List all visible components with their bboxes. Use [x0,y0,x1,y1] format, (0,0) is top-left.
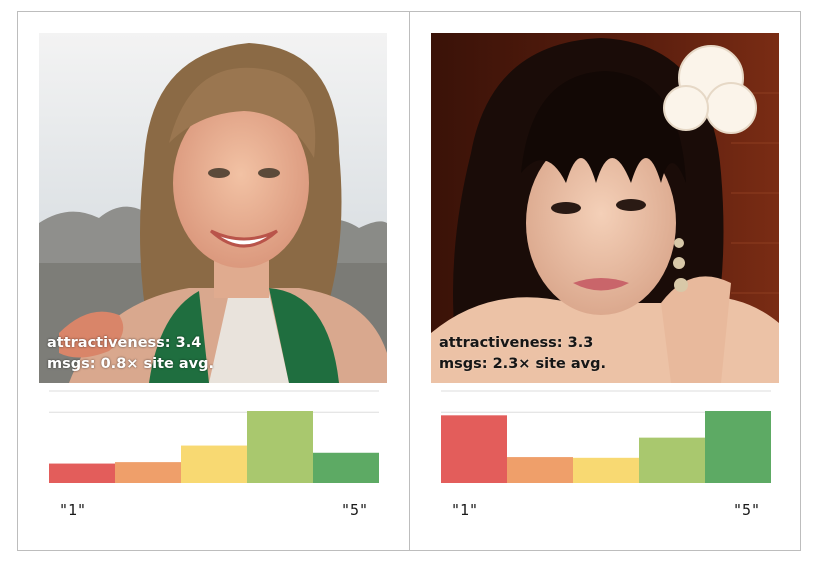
bar-4 [247,411,313,483]
bar-3 [573,457,639,483]
bar-2 [507,457,573,483]
bar-5 [313,452,379,483]
portrait-photo-left: attractiveness: 3.4 msgs: 0.8× site avg. [39,33,387,383]
tick-label-high: "5" [341,501,368,519]
panel-left: attractiveness: 3.4 msgs: 0.8× site avg.… [17,11,409,551]
portrait-photo-right: attractiveness: 3.3 msgs: 2.3× site avg. [431,33,779,383]
bar-2 [115,462,181,483]
rating-histogram-right: "1" "5" [431,390,779,531]
panel-divider [409,11,410,551]
tick-label-high: "5" [733,501,760,519]
histogram-svg-right: "1" "5" [441,390,771,519]
portrait-illustration-right [431,33,779,383]
tick-label-low: "1" [451,501,478,519]
histogram-svg-left: "1" "5" [49,390,379,519]
bar-3 [181,445,247,483]
panel-right: attractiveness: 3.3 msgs: 2.3× site avg.… [409,11,801,551]
message-rate-label: msgs: 0.8× site avg. [47,356,215,372]
bar-1 [441,415,507,483]
rating-histogram-left: "1" "5" [39,390,387,531]
bar-4 [639,437,705,483]
photo-caption-right: attractiveness: 3.3 msgs: 2.3× site avg. [439,333,606,375]
message-rate-label: msgs: 2.3× site avg. [439,356,607,372]
photo-caption-left: attractiveness: 3.4 msgs: 0.8× site avg. [47,333,214,375]
flower-decoration [663,45,757,134]
bar-1 [49,463,115,483]
attractiveness-label: attractiveness: 3.4 [47,335,202,351]
tick-label-low: "1" [59,501,86,519]
portrait-illustration-left [39,33,387,383]
bar-5 [705,411,771,483]
attractiveness-label: attractiveness: 3.3 [439,335,594,351]
